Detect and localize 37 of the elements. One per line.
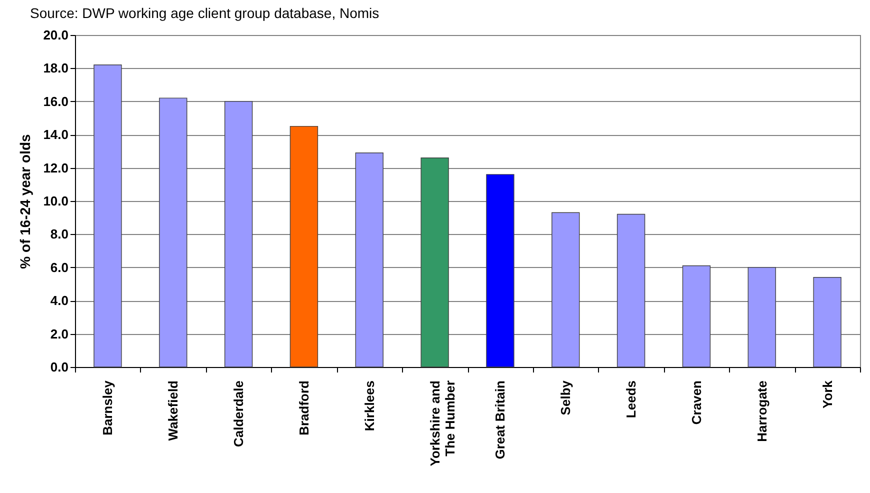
y-tick-label: 2.0: [50, 326, 68, 342]
y-tick-label: 18.0: [43, 60, 68, 76]
bar: [224, 101, 253, 368]
x-tick-label: Bradford: [296, 380, 312, 436]
x-tick-label: Yorkshire and The Humber: [427, 380, 458, 466]
source-note: Source: DWP working age client group database, Nomis: [30, 5, 380, 21]
y-axis-title: % of 16-24 year olds: [17, 134, 34, 269]
y-tick-label: 0.0: [50, 360, 68, 374]
bar: [748, 267, 776, 368]
x-tick-label: York: [820, 380, 835, 408]
x-tick-label: Leeds: [624, 380, 639, 418]
y-tick-label: 12.0: [43, 160, 68, 176]
y-tick-label: 16.0: [43, 94, 68, 109]
x-tick-label: Calderdale: [231, 380, 246, 447]
y-tick-label: 20.0: [43, 28, 68, 42]
bar: [159, 98, 188, 368]
x-tick-label: Craven: [688, 380, 704, 425]
x-tick-label: Wakefield: [166, 380, 181, 441]
x-tick-label: Selby: [558, 380, 574, 416]
y-tick-label: 14.0: [43, 127, 68, 142]
y-tick-label: 6.0: [50, 260, 68, 275]
bar: [355, 152, 384, 368]
bar: [420, 157, 449, 368]
bar: [682, 265, 711, 368]
x-tick-label: Kirklees: [362, 380, 377, 432]
bar: [552, 212, 580, 368]
y-tick-label: 10.0: [43, 194, 68, 208]
x-tick-label: Great Britain: [492, 380, 508, 460]
bar: [616, 214, 646, 368]
bar: [290, 126, 318, 368]
x-tick-label: Harrogate: [754, 380, 770, 442]
bar: [813, 277, 842, 368]
y-tick-label: 8.0: [50, 226, 68, 242]
x-tick-label: Barnsley: [100, 380, 116, 436]
y-tick-label: 4.0: [50, 293, 68, 308]
bar: [94, 64, 122, 368]
bar: [486, 174, 514, 368]
